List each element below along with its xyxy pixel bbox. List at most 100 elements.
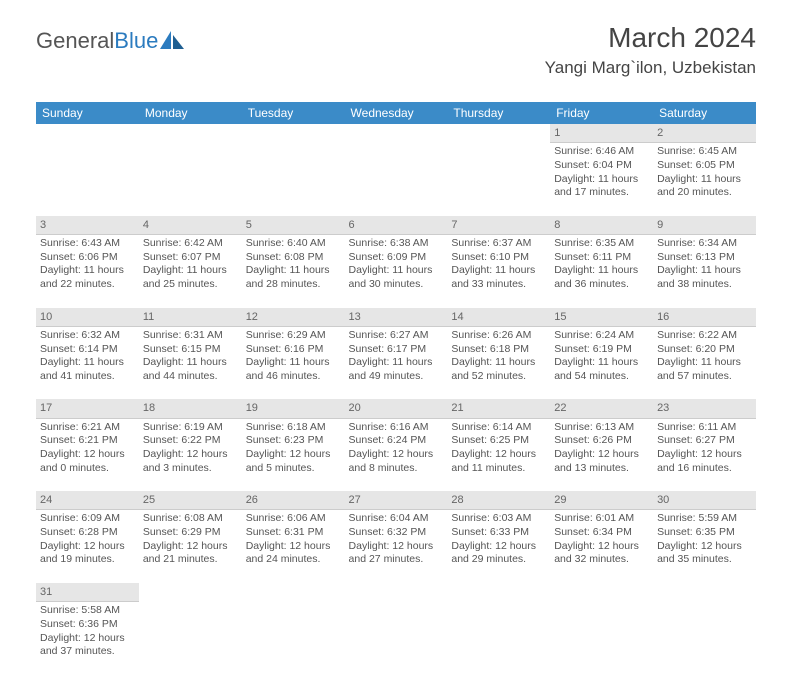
day-number-cell: 9 — [653, 216, 756, 235]
daylight-text-2: and 27 minutes. — [349, 553, 444, 567]
daylight-text-1: Daylight: 11 hours — [349, 264, 444, 278]
day-data-cell — [447, 143, 550, 216]
day-number-cell — [242, 124, 345, 143]
day-data-cell: Sunrise: 6:26 AMSunset: 6:18 PMDaylight:… — [447, 326, 550, 399]
day-number-cell: 15 — [550, 308, 653, 327]
day-data-cell — [345, 143, 448, 216]
day-number-cell: 3 — [36, 216, 139, 235]
day-header: Tuesday — [242, 102, 345, 124]
day-header: Thursday — [447, 102, 550, 124]
sunrise-text: Sunrise: 6:09 AM — [40, 512, 135, 526]
sunrise-text: Sunrise: 6:01 AM — [554, 512, 649, 526]
day-data-cell: Sunrise: 6:43 AMSunset: 6:06 PMDaylight:… — [36, 235, 139, 308]
day-number-cell — [550, 583, 653, 602]
sunset-text: Sunset: 6:28 PM — [40, 526, 135, 540]
daylight-text-1: Daylight: 12 hours — [554, 448, 649, 462]
sunset-text: Sunset: 6:19 PM — [554, 343, 649, 357]
daylight-text-2: and 46 minutes. — [246, 370, 341, 384]
daylight-text-2: and 30 minutes. — [349, 278, 444, 292]
day-number-row: 31 — [36, 583, 756, 602]
day-data-cell — [653, 602, 756, 675]
day-data-cell: Sunrise: 6:18 AMSunset: 6:23 PMDaylight:… — [242, 418, 345, 491]
day-number-cell: 18 — [139, 399, 242, 418]
day-data-cell: Sunrise: 6:45 AMSunset: 6:05 PMDaylight:… — [653, 143, 756, 216]
daylight-text-2: and 57 minutes. — [657, 370, 752, 384]
sunset-text: Sunset: 6:27 PM — [657, 434, 752, 448]
daylight-text-1: Daylight: 11 hours — [451, 264, 546, 278]
sunrise-text: Sunrise: 6:42 AM — [143, 237, 238, 251]
day-number-cell: 30 — [653, 491, 756, 510]
day-data-cell — [36, 143, 139, 216]
sunset-text: Sunset: 6:09 PM — [349, 251, 444, 265]
day-data-cell: Sunrise: 6:09 AMSunset: 6:28 PMDaylight:… — [36, 510, 139, 583]
daylight-text-2: and 0 minutes. — [40, 462, 135, 476]
sunset-text: Sunset: 6:22 PM — [143, 434, 238, 448]
daylight-text-2: and 13 minutes. — [554, 462, 649, 476]
day-data-cell — [550, 602, 653, 675]
day-data-cell: Sunrise: 6:32 AMSunset: 6:14 PMDaylight:… — [36, 326, 139, 399]
day-data-cell — [242, 143, 345, 216]
sunset-text: Sunset: 6:24 PM — [349, 434, 444, 448]
daylight-text-2: and 28 minutes. — [246, 278, 341, 292]
daylight-text-1: Daylight: 12 hours — [349, 540, 444, 554]
day-data-cell: Sunrise: 6:31 AMSunset: 6:15 PMDaylight:… — [139, 326, 242, 399]
daylight-text-2: and 20 minutes. — [657, 186, 752, 200]
logo-text: GeneralBlue — [36, 28, 158, 54]
sunrise-text: Sunrise: 6:34 AM — [657, 237, 752, 251]
sail-icon — [160, 30, 186, 55]
daylight-text-1: Daylight: 11 hours — [657, 173, 752, 187]
sunset-text: Sunset: 6:25 PM — [451, 434, 546, 448]
day-data-cell: Sunrise: 6:06 AMSunset: 6:31 PMDaylight:… — [242, 510, 345, 583]
day-header: Sunday — [36, 102, 139, 124]
day-number-cell: 24 — [36, 491, 139, 510]
day-data-cell: Sunrise: 6:22 AMSunset: 6:20 PMDaylight:… — [653, 326, 756, 399]
day-data-row: Sunrise: 6:43 AMSunset: 6:06 PMDaylight:… — [36, 235, 756, 308]
sunrise-text: Sunrise: 6:16 AM — [349, 421, 444, 435]
day-data-cell — [242, 602, 345, 675]
day-number-row: 3456789 — [36, 216, 756, 235]
day-number-cell: 7 — [447, 216, 550, 235]
day-data-row: Sunrise: 6:46 AMSunset: 6:04 PMDaylight:… — [36, 143, 756, 216]
daylight-text-1: Daylight: 11 hours — [246, 356, 341, 370]
day-data-cell: Sunrise: 6:19 AMSunset: 6:22 PMDaylight:… — [139, 418, 242, 491]
day-data-cell: Sunrise: 6:42 AMSunset: 6:07 PMDaylight:… — [139, 235, 242, 308]
day-number-cell: 12 — [242, 308, 345, 327]
daylight-text-1: Daylight: 12 hours — [143, 448, 238, 462]
day-header-row: Sunday Monday Tuesday Wednesday Thursday… — [36, 102, 756, 124]
day-number-cell: 27 — [345, 491, 448, 510]
calendar-body: 12 Sunrise: 6:46 AMSunset: 6:04 PMDayligh… — [36, 124, 756, 675]
daylight-text-2: and 3 minutes. — [143, 462, 238, 476]
day-number-row: 24252627282930 — [36, 491, 756, 510]
daylight-text-1: Daylight: 12 hours — [451, 540, 546, 554]
daylight-text-2: and 21 minutes. — [143, 553, 238, 567]
daylight-text-2: and 36 minutes. — [554, 278, 649, 292]
daylight-text-2: and 19 minutes. — [40, 553, 135, 567]
sunset-text: Sunset: 6:26 PM — [554, 434, 649, 448]
sunset-text: Sunset: 6:14 PM — [40, 343, 135, 357]
sunrise-text: Sunrise: 6:08 AM — [143, 512, 238, 526]
day-data-cell: Sunrise: 6:35 AMSunset: 6:11 PMDaylight:… — [550, 235, 653, 308]
sunrise-text: Sunrise: 6:40 AM — [246, 237, 341, 251]
day-number-cell: 4 — [139, 216, 242, 235]
sunrise-text: Sunrise: 6:31 AM — [143, 329, 238, 343]
daylight-text-1: Daylight: 12 hours — [40, 448, 135, 462]
sunset-text: Sunset: 6:16 PM — [246, 343, 341, 357]
daylight-text-2: and 16 minutes. — [657, 462, 752, 476]
sunrise-text: Sunrise: 6:06 AM — [246, 512, 341, 526]
daylight-text-2: and 25 minutes. — [143, 278, 238, 292]
day-data-cell — [447, 602, 550, 675]
day-data-cell: Sunrise: 5:59 AMSunset: 6:35 PMDaylight:… — [653, 510, 756, 583]
sunset-text: Sunset: 6:06 PM — [40, 251, 135, 265]
day-number-cell — [447, 124, 550, 143]
day-data-cell: Sunrise: 6:29 AMSunset: 6:16 PMDaylight:… — [242, 326, 345, 399]
day-number-cell — [345, 124, 448, 143]
daylight-text-2: and 38 minutes. — [657, 278, 752, 292]
day-header: Wednesday — [345, 102, 448, 124]
day-data-row: Sunrise: 5:58 AMSunset: 6:36 PMDaylight:… — [36, 602, 756, 675]
sunrise-text: Sunrise: 5:59 AM — [657, 512, 752, 526]
daylight-text-1: Daylight: 12 hours — [40, 540, 135, 554]
day-number-cell: 10 — [36, 308, 139, 327]
sunset-text: Sunset: 6:08 PM — [246, 251, 341, 265]
day-data-cell: Sunrise: 6:34 AMSunset: 6:13 PMDaylight:… — [653, 235, 756, 308]
sunset-text: Sunset: 6:20 PM — [657, 343, 752, 357]
